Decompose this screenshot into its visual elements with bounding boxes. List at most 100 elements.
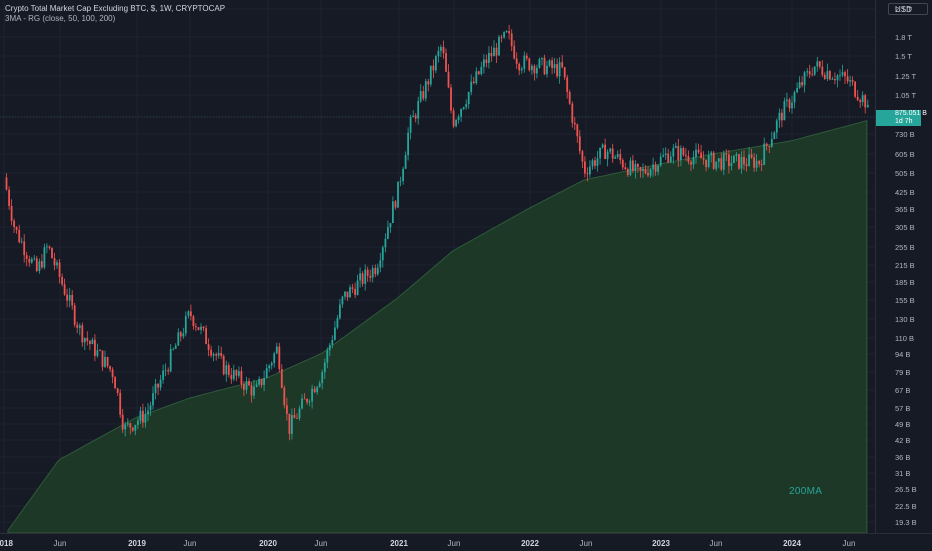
price-tick: 130 B xyxy=(895,315,915,324)
candle-up xyxy=(715,161,718,169)
candle-up xyxy=(275,346,278,354)
candle-up xyxy=(404,155,407,169)
candle-up xyxy=(498,36,500,56)
candle-up xyxy=(674,146,677,148)
candle-down xyxy=(581,151,584,162)
candle-down xyxy=(5,177,8,190)
candle-down xyxy=(584,161,586,174)
currency-button[interactable]: USD xyxy=(888,3,928,15)
candle-up xyxy=(212,354,215,356)
time-tick: 2019 xyxy=(128,539,146,548)
candle-down xyxy=(851,80,854,82)
candle-up xyxy=(763,143,766,165)
candle-up xyxy=(339,304,341,319)
candle-up xyxy=(538,59,541,68)
candle-up xyxy=(548,60,551,66)
candle-up xyxy=(68,295,71,301)
candle-down xyxy=(119,392,122,415)
candle-up xyxy=(806,71,809,73)
candle-up xyxy=(376,267,379,275)
candle-up xyxy=(791,102,793,109)
candle-down xyxy=(472,81,475,83)
candle-up xyxy=(866,104,869,108)
symbol-title[interactable]: Crypto Total Market Cap Excluding BTC, $… xyxy=(5,4,226,13)
candle-down xyxy=(116,388,119,393)
candle-up xyxy=(409,117,412,133)
candle-down xyxy=(131,427,134,431)
chart-pane[interactable]: Crypto Total Market Cap Excluding BTC, $… xyxy=(0,0,875,533)
candle-up xyxy=(417,101,420,119)
candle-up xyxy=(139,410,142,421)
candle-down xyxy=(167,370,170,372)
candle-up xyxy=(558,62,561,77)
candle-down xyxy=(101,350,104,367)
candle-down xyxy=(647,172,649,176)
candle-up xyxy=(187,311,190,316)
candle-up xyxy=(184,315,187,334)
price-tick: 31 B xyxy=(895,469,911,478)
candle-up xyxy=(816,61,819,67)
candle-down xyxy=(296,418,298,419)
candle-up xyxy=(152,393,154,406)
candle-up xyxy=(56,262,58,266)
candle-up xyxy=(435,56,437,71)
candle-up xyxy=(308,401,311,403)
ma-200-area xyxy=(7,120,868,533)
time-scale[interactable] xyxy=(0,533,932,551)
candle-up xyxy=(735,154,738,156)
candle-up xyxy=(33,258,36,260)
price-tick: 22.5 B xyxy=(895,502,917,511)
time-tick: 2021 xyxy=(390,539,408,548)
candle-up xyxy=(455,120,457,127)
candle-down xyxy=(71,295,74,306)
last-price-value: 875.051 B xyxy=(895,110,927,117)
candle-up xyxy=(793,92,796,103)
candle-up xyxy=(245,381,248,390)
candle-up xyxy=(672,147,675,157)
candle-down xyxy=(230,375,233,380)
candle-down xyxy=(366,269,369,276)
candle-up xyxy=(298,408,301,419)
candle-up xyxy=(629,160,632,175)
candle-up xyxy=(78,325,81,328)
candle-down xyxy=(834,79,836,81)
candle-up xyxy=(137,420,139,425)
candle-down xyxy=(179,332,182,337)
candle-up xyxy=(634,164,637,171)
candle-up xyxy=(323,362,326,373)
candle-down xyxy=(61,277,63,285)
candle-down xyxy=(227,365,230,375)
candle-down xyxy=(447,71,450,88)
candle-up xyxy=(124,424,127,430)
candle-up xyxy=(134,424,137,431)
candle-down xyxy=(86,338,89,341)
candle-down xyxy=(23,241,26,256)
candle-down xyxy=(215,354,218,356)
candle-up xyxy=(483,59,485,67)
candle-down xyxy=(508,31,510,34)
indicator-title[interactable]: 3MA - RG (close, 50, 100, 200) xyxy=(5,14,116,23)
candle-up xyxy=(20,241,23,243)
candle-up xyxy=(740,157,743,169)
candle-up xyxy=(371,267,374,278)
candle-up xyxy=(265,368,268,378)
price-tick: 425 B xyxy=(895,188,915,197)
price-chart[interactable] xyxy=(0,0,875,533)
candle-up xyxy=(505,31,508,32)
candle-down xyxy=(280,369,283,388)
candle-down xyxy=(697,149,700,153)
candle-up xyxy=(270,363,273,366)
candle-up xyxy=(457,116,460,120)
candle-down xyxy=(604,144,606,159)
candle-up xyxy=(546,65,548,75)
candle-down xyxy=(515,58,518,64)
candle-down xyxy=(109,366,111,370)
candle-down xyxy=(81,325,84,343)
candle-up xyxy=(291,415,293,434)
candle-down xyxy=(432,65,435,71)
candle-up xyxy=(364,269,367,284)
candle-down xyxy=(142,410,144,423)
candle-down xyxy=(644,169,647,173)
price-scale[interactable] xyxy=(875,0,932,533)
candle-down xyxy=(685,155,687,157)
